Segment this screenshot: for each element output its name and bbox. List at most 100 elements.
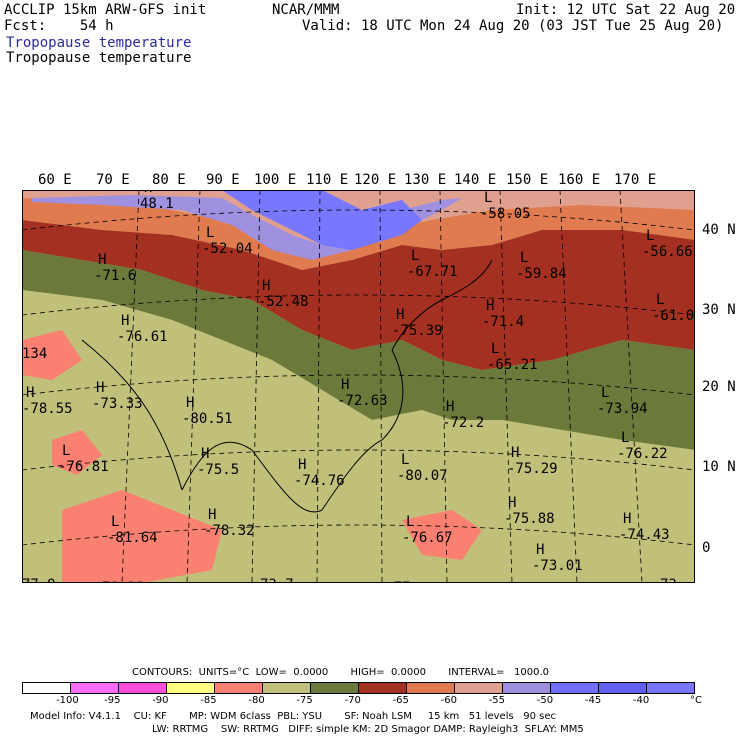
longitude-label: 120 E (354, 172, 397, 188)
extremum-marker: L (621, 430, 629, 446)
extremum-value: -80.51 (182, 411, 233, 427)
colorbar-swatch (119, 683, 167, 693)
coastline (81, 259, 493, 513)
extremum-marker: L (411, 248, 419, 264)
colorbar-swatch (359, 683, 407, 693)
extremum-marker: L (206, 225, 214, 241)
extremum-value: -73.01 (532, 558, 583, 574)
colorbar-tick: -80 (248, 695, 265, 706)
org-label: NCAR/MMM (272, 2, 340, 18)
colorbar-swatch (215, 683, 263, 693)
extremum-marker: L (484, 190, 492, 206)
longitude-label: 110 E (306, 172, 349, 188)
extremum-marker: H (208, 507, 216, 523)
extremum-marker: H (511, 445, 519, 461)
extremum-value: -56.66 (642, 244, 693, 260)
extremum-marker: L (601, 385, 609, 401)
extremum-value: -52.04 (202, 241, 253, 257)
field-title: Tropopause temperature (6, 50, 192, 66)
longitude-label: 80 E (152, 172, 186, 188)
cold-patch-arabia (22, 330, 82, 380)
longitude-label: 90 E (206, 172, 240, 188)
extremum-value: 77.9 (22, 577, 56, 583)
extremum-value: 48.1 (140, 196, 174, 212)
extremum-marker: L (406, 514, 414, 530)
colorbar-tick: -100 (56, 695, 79, 706)
colorbar-tick: -55 (488, 695, 506, 706)
colorbar-swatch (407, 683, 455, 693)
extremum-value: -74.43 (619, 527, 670, 543)
extremum-marker: H (298, 457, 306, 473)
extremum-value: -72.63 (337, 393, 388, 409)
longitude-label: 60 E (38, 172, 72, 188)
extremum-marker: H (121, 313, 129, 329)
colorbar-swatch (23, 683, 71, 693)
colorbar-swatch (311, 683, 359, 693)
valid-time: Valid: 18 UTC Mon 24 Aug 20 (03 JST Tue … (302, 18, 724, 34)
colorbar-swatch (503, 683, 551, 693)
colorbar-swatch (167, 683, 215, 693)
extremum-value: -52.48 (258, 294, 309, 310)
map-frame (22, 190, 695, 583)
longitude-label: 150 E (506, 172, 549, 188)
colorbar-swatch (71, 683, 119, 693)
extremum-value: -67.71 (407, 264, 458, 280)
extremum-value: -72.2 (442, 415, 484, 431)
tropopause-temperature-map: H48.1L-52.04L-58.05L-56.66H-71.6H-52.48L… (22, 190, 695, 583)
longitude-label: 170 E (614, 172, 657, 188)
colorbar-swatch (599, 683, 647, 693)
colorbar-tick: -45 (584, 695, 602, 706)
colorbar-swatch (263, 683, 311, 693)
extremum-value: 73 (660, 577, 677, 583)
extremum-marker: H (623, 511, 631, 527)
extremum-marker: L (62, 443, 70, 459)
longitude-label: 70 E (96, 172, 130, 188)
extremum-marker: H (96, 380, 104, 396)
colorbar-tick: -60 (440, 695, 457, 706)
extremum-marker: L (491, 341, 499, 357)
extremum-value: -75.5 (197, 462, 239, 478)
extremum-value: -76.81 (58, 459, 109, 475)
extremum-marker: L (401, 452, 409, 468)
longitude-label: 100 E (254, 172, 297, 188)
latitude-label: 40 N (702, 222, 736, 238)
extremum-value: -76.61 (117, 329, 168, 345)
cold-patch-india (52, 430, 102, 475)
extremum-value: -71.4 (482, 314, 524, 330)
model-info-line2: LW: RRTMG SW: RRTMG DIFF: simple KM: 2D … (152, 724, 584, 735)
extremum-value: -78.55 (22, 401, 73, 417)
colorbar-tick: -95 (104, 695, 121, 706)
colorbar-tick: -75 (296, 695, 313, 706)
extremum-value: -75.88 (504, 511, 555, 527)
extremum-marker: L (656, 292, 664, 308)
extremum-value: -74.76 (294, 473, 345, 489)
extremum-value: -80.07 (397, 468, 448, 484)
model-title: ACCLIP 15km ARW-GFS init (4, 2, 207, 18)
extremum-value: -73.94 (597, 401, 648, 417)
extremum-value: 73.7 (260, 577, 294, 583)
colorbar-swatch (551, 683, 599, 693)
extremum-value: -76.67 (402, 530, 453, 546)
extremum-marker: H (144, 190, 152, 196)
extremum-marker: H (396, 307, 404, 323)
colorbar-tick: -65 (392, 695, 409, 706)
colorbar-tick: -90 (152, 695, 169, 706)
colorbar (22, 682, 695, 694)
band-minus40 (222, 190, 422, 250)
graticule (22, 190, 695, 583)
extremum-marker: H (98, 252, 106, 268)
longitude-label: 130 E (404, 172, 447, 188)
longitude-label: 160 E (558, 172, 601, 188)
extremum-value: -76.22 (617, 446, 668, 462)
latitude-label: 10 N (702, 459, 736, 475)
band-minus70 (22, 250, 695, 450)
contours-info: CONTOURS: UNITS=°C LOW= 0.0000 HIGH= 0.0… (132, 667, 550, 678)
extremum-value: 77 (394, 580, 411, 583)
extremum-value: -75.39 (392, 323, 443, 339)
extremum-value: -58.05 (480, 206, 531, 222)
colorbar-tick: -50 (536, 695, 554, 706)
extremum-marker: H (186, 395, 194, 411)
extremum-value: 78.38 (102, 580, 144, 583)
extremum-marker: H (341, 377, 349, 393)
colorbar-tick: -40 (632, 695, 650, 706)
